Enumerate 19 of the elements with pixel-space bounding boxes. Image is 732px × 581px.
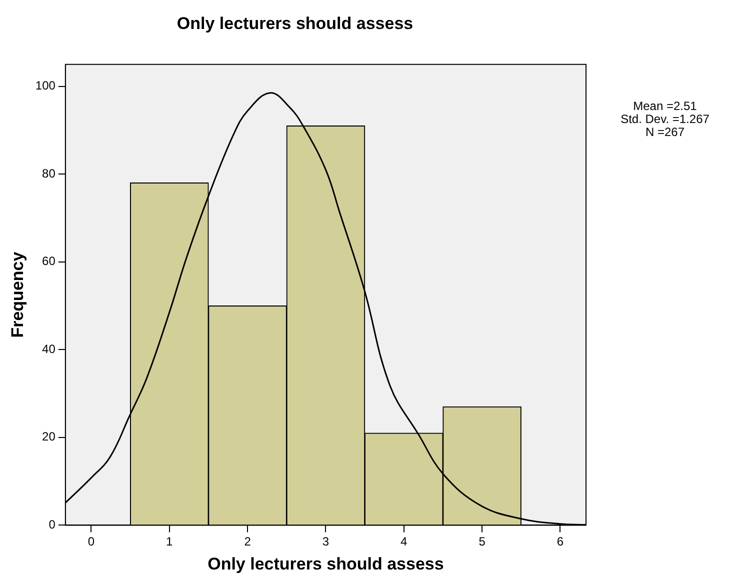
y-tick-label: 60	[42, 254, 56, 268]
x-tick-label: 2	[244, 534, 252, 549]
text: Std. Dev. =1.267	[620, 112, 710, 126]
y-tick-label: 40	[42, 342, 56, 356]
chart-title: Only lecturers should assess	[176, 14, 414, 33]
x-tick-label: 1	[166, 534, 174, 549]
y-axis-title: Frequency	[8, 251, 27, 338]
y-tick-label: 100	[35, 78, 56, 93]
text: Mean =2.51	[632, 99, 698, 113]
y-tick-label: 0	[48, 518, 56, 532]
x-tick-label: 0	[88, 534, 95, 549]
x-axis-title: Only lecturers should assess	[208, 554, 444, 574]
y-tick-label: 20	[42, 430, 56, 444]
x-tick-label: 6	[556, 534, 564, 549]
x-tick-label: 4	[400, 534, 408, 549]
x-tick-label: 3	[322, 534, 330, 549]
text: N =267	[644, 125, 686, 139]
y-tick-label: 80	[42, 166, 56, 180]
x-tick-label: 5	[478, 534, 486, 549]
